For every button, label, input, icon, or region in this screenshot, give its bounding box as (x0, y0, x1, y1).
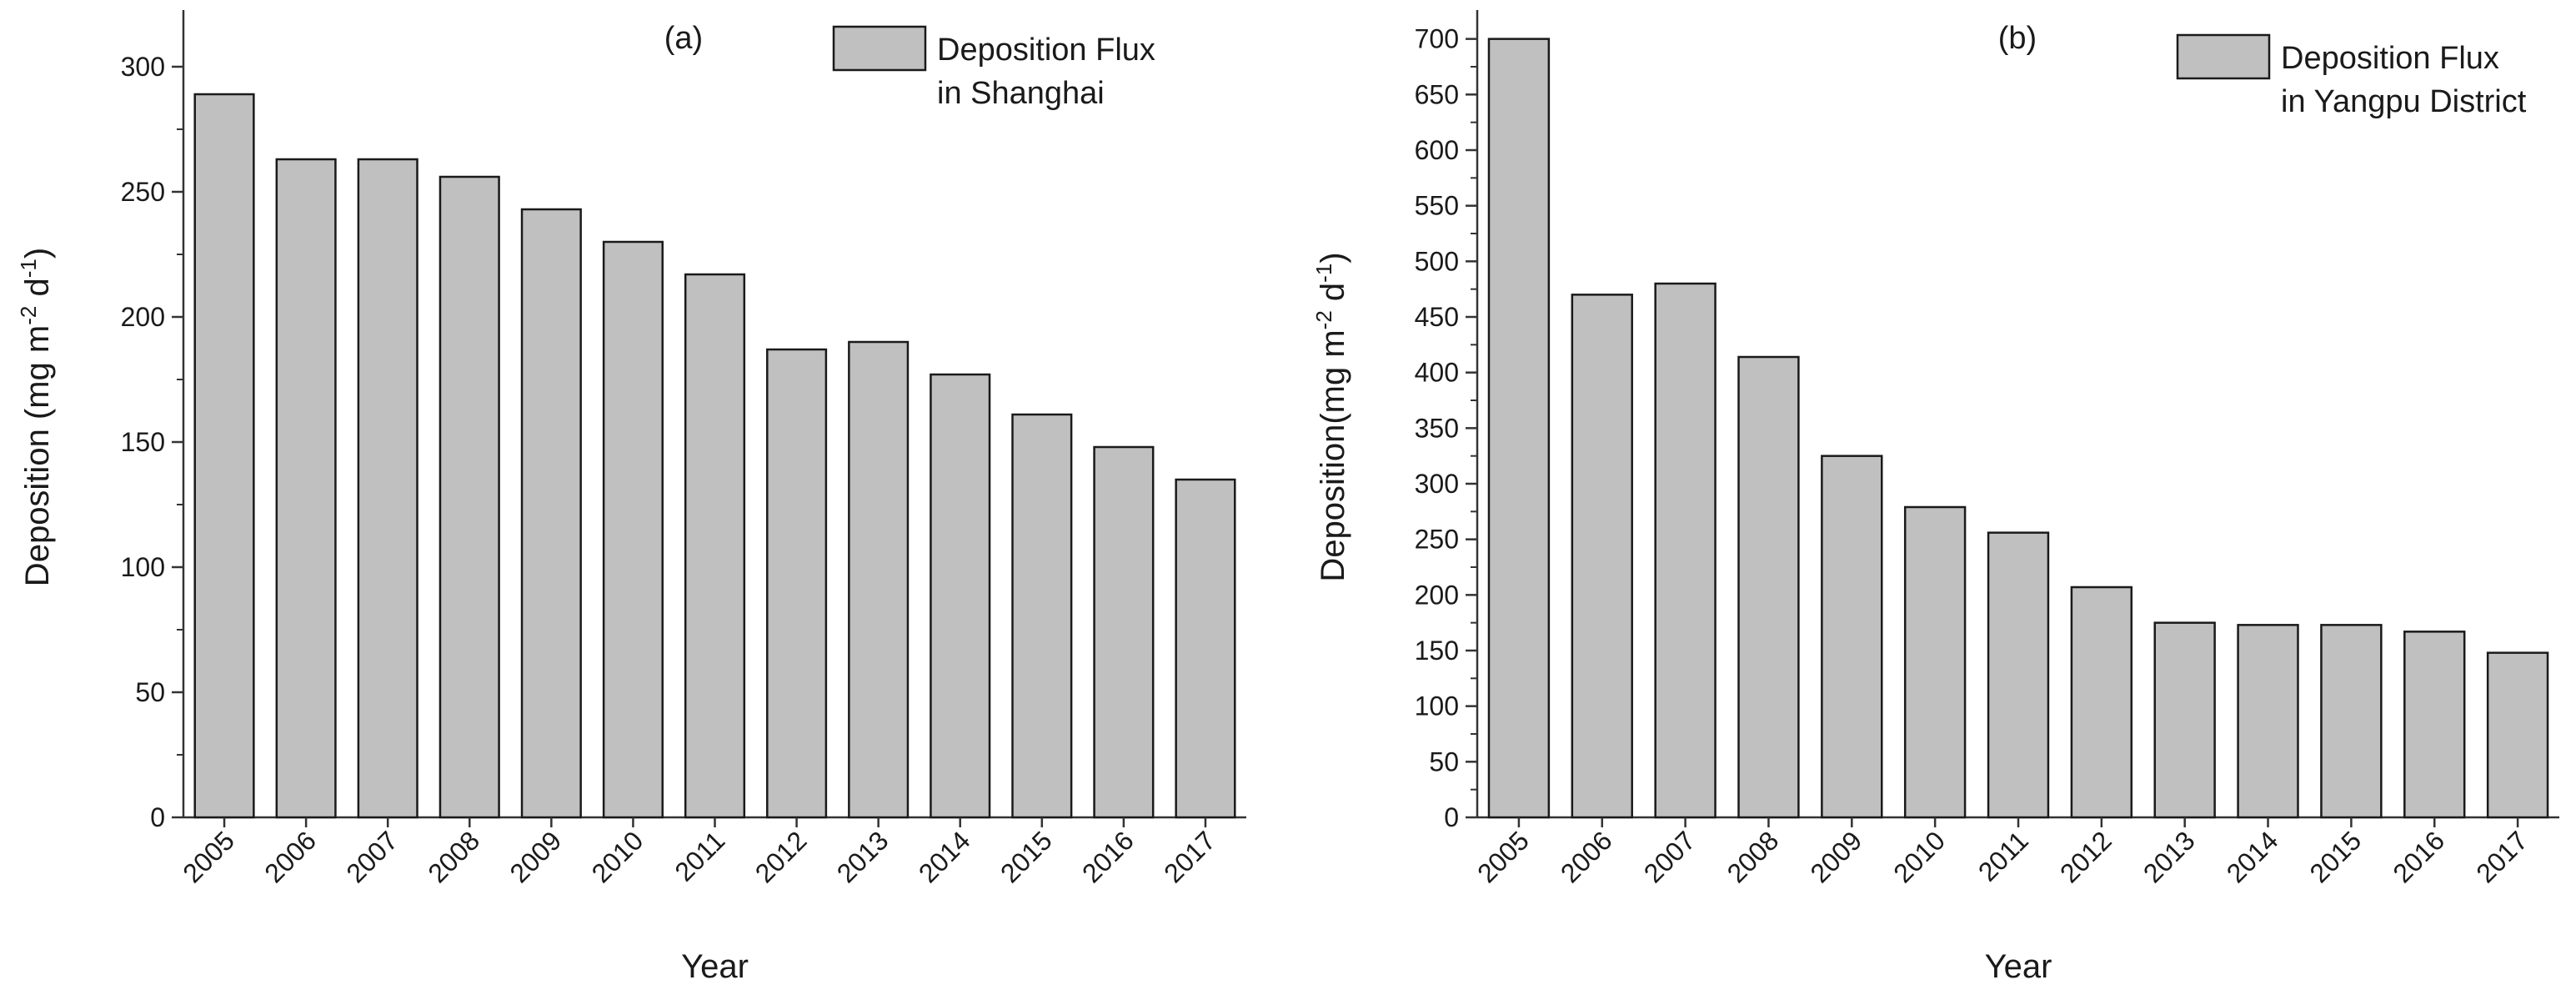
panel-a-bar-2007 (357, 158, 418, 819)
panel-b-legend-swatch (2176, 33, 2271, 80)
panel-b-x-tick-label: 2010 (1887, 825, 1951, 888)
panel-a-x-tick-label: 2007 (340, 825, 403, 888)
panel-a-x-tick-label: 2017 (1158, 825, 1221, 888)
panel-b-bar-2009 (1821, 455, 1883, 819)
panel-a-y-tick-label: 100 (121, 552, 165, 582)
panel-a-x-tick-label: 2005 (177, 825, 240, 888)
panel-b-bar-2010 (1903, 505, 1967, 819)
panel-a-shanghai-chart: 0 50 100 150 200 250 300 2005 2006 2007 2008 2009 20… (16, 10, 1246, 985)
panel-b-bar-2005 (1487, 38, 1551, 819)
panel-a-x-tick-label: 2011 (669, 825, 730, 887)
panel-b-y-tick-label: 700 (1415, 24, 1459, 54)
panel-b-legend-line2: in Yangpu District (2281, 84, 2527, 119)
panel-b-bar-2006 (1571, 294, 1633, 819)
panel-b-y-tick-label: 450 (1415, 302, 1459, 332)
panel-b-y-axis-title: Deposition(mg m-2 d-1) (1311, 252, 1351, 581)
panel-b-x-tick-label: 2016 (2387, 825, 2450, 888)
panel-b-legend-line1: Deposition Flux (2281, 41, 2499, 76)
panel-a-x-tick-label: 2012 (749, 825, 813, 888)
panel-a-x-tick-label: 2013 (831, 825, 895, 888)
panel-b-x-tick-label: 2005 (1471, 825, 1535, 888)
panel-b-y-tick-label: 650 (1415, 79, 1459, 109)
panel-b-y-tick-label: 350 (1415, 413, 1459, 443)
panel-b-x-tick-label: 2015 (2304, 825, 2368, 888)
panel-b-y-tick-label: 150 (1415, 636, 1459, 666)
panel-b-y-tick-label: 250 (1415, 525, 1459, 555)
panel-a-bar-2009 (520, 208, 582, 819)
panel-b-y-tick-label: 500 (1415, 246, 1459, 276)
panel-b-x-tick-label: 2013 (2137, 825, 2201, 888)
panel-a-legend-swatch (832, 25, 927, 72)
panel-a-bar-2016 (1093, 445, 1155, 819)
panel-a-bar-2011 (684, 273, 746, 819)
panel-b-y-tick-label: 50 (1429, 746, 1459, 776)
panel-a-y-tick-label: 0 (150, 802, 165, 832)
panel-b-bar-2012 (2070, 585, 2133, 819)
panel-a-y-tick-label: 200 (121, 302, 165, 332)
panel-a-x-tick-label: 2010 (586, 825, 649, 888)
panel-a-legend-line1: Deposition Flux (937, 33, 1155, 68)
panel-b-y-tick-label: 550 (1415, 191, 1459, 221)
panel-b-y-tick-label: 100 (1415, 691, 1459, 721)
panel-b-yangpu-chart: 0 50 100 150 200 250 300 350 400 450 500 550 600 650 7… (1311, 10, 2559, 985)
panel-b-x-tick-label: 2014 (2221, 825, 2284, 888)
panel-a-y-tick-label: 50 (135, 677, 165, 707)
panel-b-bar-2011 (1987, 531, 2050, 819)
panel-b-label: (b) (1998, 21, 2037, 56)
panel-a-bar-2017 (1175, 478, 1236, 819)
panel-a-bar-2008 (439, 175, 500, 819)
panel-a-x-tick-label: 2009 (504, 825, 568, 888)
panel-b-x-tick-label: 2017 (2470, 825, 2533, 888)
panel-a-y-tick-label: 250 (121, 177, 165, 207)
panel-a-bar-2010 (602, 240, 664, 819)
panel-a-bar-2014 (930, 373, 991, 819)
panel-a-x-tick-label: 2016 (1076, 825, 1140, 888)
panel-a-x-tick-label: 2015 (995, 825, 1058, 888)
panel-b-bar-2013 (2153, 621, 2216, 819)
panel-b-x-tick-label: 2011 (1972, 825, 2034, 887)
panel-a-y-axis-title: Deposition (mg m-2 d-1) (16, 248, 56, 586)
panel-b-y-tick-label: 600 (1415, 135, 1459, 165)
panel-a-x-axis-title: Year (681, 948, 749, 985)
panel-a-y-tick-label: 300 (121, 52, 165, 82)
panel-b-x-tick-label: 2009 (1804, 825, 1867, 888)
panel-a-bar-2005 (193, 93, 255, 819)
panel-a-x-tick-label: 2014 (913, 825, 976, 888)
panel-b-bar-2016 (2403, 631, 2466, 819)
panel-b-y-tick-label: 0 (1444, 802, 1459, 832)
panel-a-x-tick-label: 2006 (258, 825, 322, 888)
panel-b-y-tick-label: 300 (1415, 469, 1459, 499)
panel-b-bar-2008 (1737, 355, 1800, 819)
panel-b-y-tick-label: 400 (1415, 358, 1459, 388)
panel-a-bar-2006 (275, 158, 337, 819)
panel-a-bar-2015 (1011, 413, 1073, 819)
panel-a-bar-2012 (766, 348, 828, 819)
panel-b-x-tick-label: 2006 (1555, 825, 1618, 888)
panel-b-x-tick-label: 2012 (2054, 825, 2117, 888)
panel-b-x-tick-label: 2008 (1722, 825, 1785, 888)
panel-a-x-tick-label: 2008 (422, 825, 485, 888)
panel-b-bar-2015 (2320, 624, 2383, 819)
panel-b-y-tick-label: 200 (1415, 580, 1459, 610)
panel-b-x-tick-label: 2007 (1638, 825, 1701, 888)
panel-a-legend-line2: in Shanghai (937, 76, 1105, 111)
panel-b-bar-2007 (1654, 282, 1716, 819)
panel-a-label: (a) (664, 21, 703, 56)
panel-b-bar-2017 (2486, 651, 2549, 819)
panel-b-x-axis-title: Year (1985, 948, 2052, 985)
panel-a-y-tick-label: 150 (121, 427, 165, 457)
panel-a-bar-2013 (848, 340, 910, 819)
panel-b-bar-2014 (2237, 624, 2299, 819)
